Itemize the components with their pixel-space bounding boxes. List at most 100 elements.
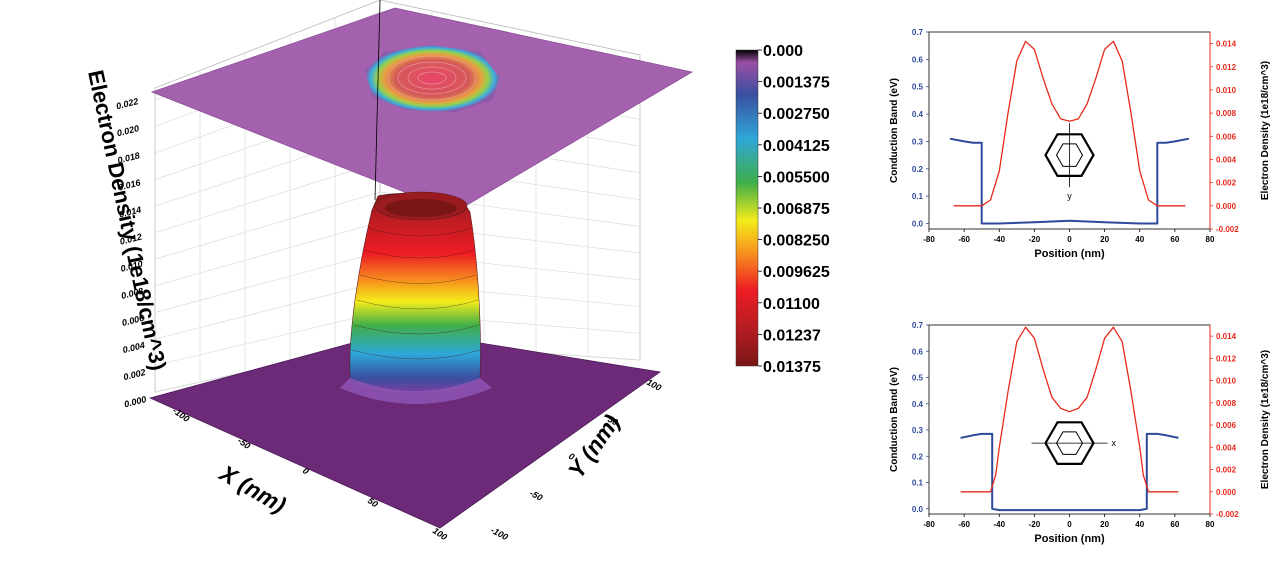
colorbar: 0.000 0.001375 0.002750 0.004125 0.005500 0.0… [735,43,830,376]
x-tick-label: 60 [1170,235,1179,244]
y2-tick-label: 0.002 [1216,179,1237,188]
colorbar-label: 0.008250 [763,233,830,250]
y2-tick-label: 0.014 [1216,40,1237,49]
y2-tick-label: 0.004 [1216,443,1237,452]
y2-tick-label: 0.002 [1216,466,1237,475]
x-tick-label: 20 [1100,520,1109,529]
left-wall-gridline [154,191,381,260]
plot-frame [928,324,1211,515]
y2-tick-label: 0.006 [1216,421,1237,430]
hexagon-inset: y [1044,123,1095,201]
y-tick-label: -50 [528,488,544,503]
y2-tick-label: -0.002 [1216,510,1239,519]
y-axis-label: Conduction Band (eV) [889,367,900,472]
y2-tick-label: 0.010 [1216,86,1237,95]
y2-tick-label: -0.002 [1216,225,1239,234]
hexagon-inset: x [1031,421,1117,465]
y-axis-ticks: 100 50 0 -50 -100 [489,377,663,542]
x-tick-label: 0 [301,465,311,476]
y2-tick-label: 0.008 [1216,109,1237,118]
x-tick-label: 60 [1170,520,1179,529]
y2-tick-label: 0.014 [1216,332,1237,341]
inset-axis-label: x [1112,438,1117,448]
conduction-band-line [960,432,1179,512]
colorbar-label: 0.01237 [763,327,821,344]
y2-tick-label: 0.010 [1216,377,1237,386]
y2-tick-label: 0.006 [1216,132,1237,141]
colorbar-label: 0.01375 [763,359,821,376]
x-axis-label: X (nm) [214,459,291,518]
colorbar-label: 0.01100 [763,296,820,313]
surface-peak [340,191,492,404]
y2-tick-label: 0.008 [1216,399,1237,408]
y-tick-label: 0.7 [912,321,924,330]
y-tick-label: 0.0 [912,505,924,514]
z-tick-label: 0.002 [122,367,146,382]
y-tick-label: 0.6 [912,347,924,356]
colorbar-label: 0.002750 [763,106,830,123]
top-projection-contours [387,55,477,101]
y-tick-label: 0.6 [912,55,924,64]
electron-density-line [960,326,1179,493]
colorbar-label: 0.009625 [763,264,830,281]
y-tick-label: 0.1 [912,479,924,488]
x-tick-label: -40 [993,235,1005,244]
x-tick-label: 80 [1206,235,1215,244]
y-axis-label: Conduction Band (eV) [889,78,900,183]
z-tick-label: 0.000 [123,394,147,409]
x-tick-label: -20 [1029,235,1041,244]
left-wall-gridline [154,311,381,366]
vertical-axis-line [374,0,381,201]
y-tick-label: 0 [567,451,576,462]
z-tick-label: 0.022 [115,96,139,111]
left-wall-gridline [154,161,381,234]
y2-tick-label: 0.000 [1216,488,1237,497]
x-tick-label: -80 [923,235,935,244]
colorbar-label: 0.001375 [763,75,830,92]
colorbar-label: 0.004125 [763,138,830,155]
left-wall-gridline [154,281,381,340]
colorbar-label: 0.000 [763,43,803,60]
y-tick-label: 0.3 [912,137,924,146]
y-tick-label: 0.4 [912,400,924,409]
line-chart-x-cut: -80 -60 -40 -20 0 20 40 60 80 0.0 0.1 0.2 0.3 0.4 0.5 0… [889,321,1270,545]
x-tick-label: -20 [1029,520,1041,529]
left-wall-gridline [154,251,381,313]
x-tick-label: -40 [993,520,1005,529]
y-tick-label: -100 [489,525,510,542]
colorbar-label: 0.006875 [763,201,830,218]
x-tick-label: 0 [1067,520,1072,529]
y2-axis-label: Electron Density (1e18/cm^3) [1260,61,1270,200]
y-tick-label: 0.5 [912,83,924,92]
y2-tick-label: 0.004 [1216,155,1237,164]
x-tick-label: 40 [1135,520,1144,529]
colorbar-labels: 0.000 0.001375 0.002750 0.004125 0.005500 0.0… [758,43,830,376]
y-tick-label: 0.7 [912,28,924,37]
y2-axis-label: Electron Density (1e18/cm^3) [1260,350,1270,489]
surface-3d-panel: 0.0000.0020.0040.0060.0080.0100.0120.014… [83,0,694,542]
x-tick-label: 20 [1100,235,1109,244]
y2-tick-label: 0.012 [1216,354,1237,363]
y-tick-label: 0.2 [912,165,924,174]
inset-axis-label: y [1067,191,1072,201]
y-tick-label: 0.4 [912,110,924,119]
colorbar-bar [735,49,759,367]
x-axis-label: Position (nm) [1034,533,1105,545]
y-tick-label: 0.3 [912,426,924,435]
y-tick-label: 100 [645,377,663,393]
left-wall-gridline [154,221,381,287]
x-tick-label: 0 [1067,235,1072,244]
x-tick-label: -80 [923,520,935,529]
y-tick-label: 50 [606,414,620,428]
electron-density-line [953,40,1186,207]
x-tick-label: -60 [958,235,970,244]
colorbar-label: 0.005500 [763,169,830,186]
x-tick-label: 80 [1206,520,1215,529]
x-tick-label: 50 [366,495,380,509]
y2-tick-label: 0.012 [1216,63,1237,72]
y2-tick-label: 0.000 [1216,202,1237,211]
conduction-band-line [949,137,1190,225]
y-tick-label: 0.1 [912,192,924,201]
y-tick-label: 0.0 [912,220,924,229]
